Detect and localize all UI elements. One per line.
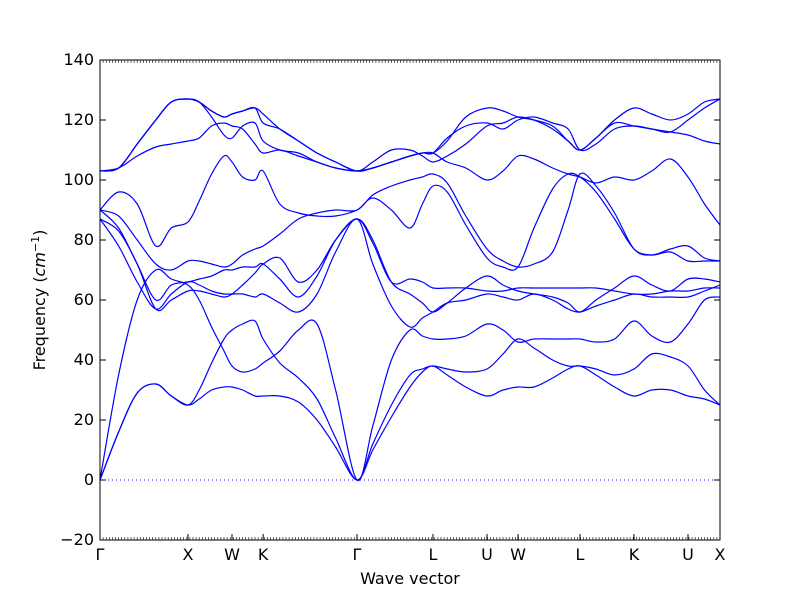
x-tick-label: X xyxy=(715,545,726,564)
x-axis-label: Wave vector xyxy=(360,569,460,588)
phonon-branch-8 xyxy=(99,154,720,271)
plot-area xyxy=(99,98,721,481)
phonon-branch-5 xyxy=(99,218,721,313)
x-tick-label: U xyxy=(682,545,694,564)
y-tick-label: 100 xyxy=(63,170,94,189)
y-axis: −20 0 20 40 60 80 100 120 140 xyxy=(60,50,720,549)
y-tick-label: −20 xyxy=(60,530,94,549)
y-tick-label: 120 xyxy=(63,110,94,129)
y-tick-label: 40 xyxy=(74,350,94,369)
phonon-branch-1 xyxy=(99,365,721,481)
x-tick-label: W xyxy=(224,545,240,564)
x-tick-label: L xyxy=(429,545,438,564)
y-axis-label: Frequency (cm−1) xyxy=(29,230,49,371)
x-tick-label: U xyxy=(481,545,493,564)
y-tick-label: 80 xyxy=(74,230,94,249)
phonon-branch-6 xyxy=(99,209,721,302)
x-tick-label: X xyxy=(182,545,193,564)
y-tick-label: 20 xyxy=(74,410,94,429)
phonon-branch-2 xyxy=(99,319,721,481)
phonon-branch-4 xyxy=(99,218,721,328)
y-tick-label: 60 xyxy=(74,290,94,309)
y-tick-label: 0 xyxy=(84,470,94,489)
x-tick-label: K xyxy=(629,545,640,564)
phonon-branch-12 xyxy=(99,98,721,172)
y-tick-label: 140 xyxy=(63,50,94,69)
x-tick-label: Γ xyxy=(96,545,105,564)
x-tick-label: K xyxy=(258,545,269,564)
x-tick-label: Γ xyxy=(353,545,362,564)
x-tick-label: L xyxy=(576,545,585,564)
phonon-branch-3 xyxy=(99,268,721,481)
x-tick-label: W xyxy=(510,545,526,564)
phonon-branch-7 xyxy=(99,172,721,271)
